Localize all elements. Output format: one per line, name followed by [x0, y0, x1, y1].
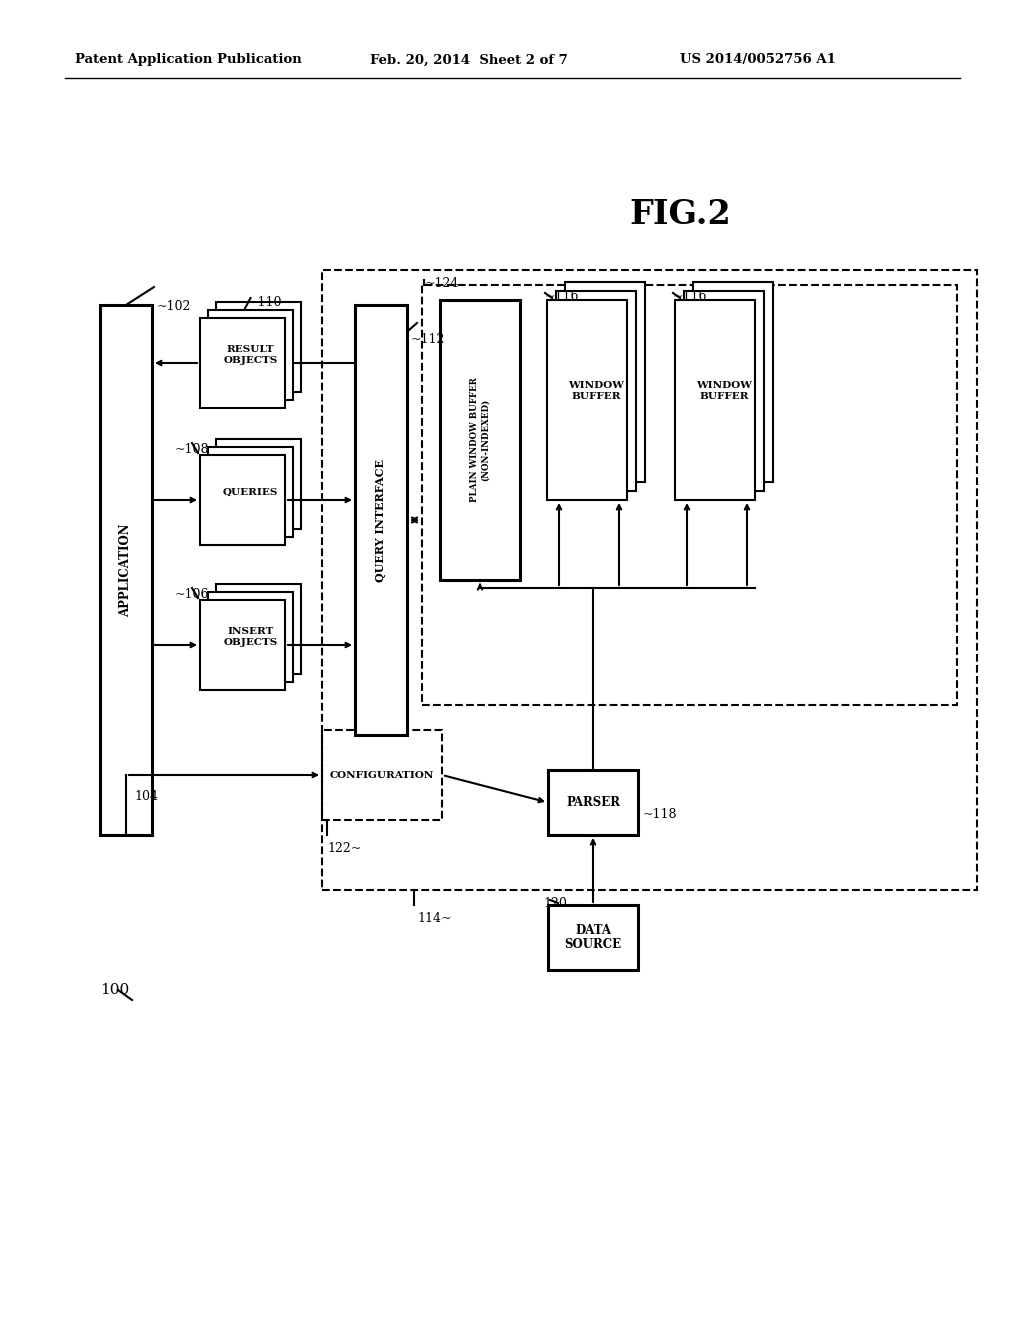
Text: ~124: ~124 — [425, 277, 460, 290]
Text: DATA
SOURCE: DATA SOURCE — [564, 924, 622, 952]
Bar — [684, 290, 764, 491]
Text: WINDOW
BUFFER: WINDOW BUFFER — [568, 381, 624, 401]
Text: 114~: 114~ — [417, 912, 452, 925]
Bar — [693, 282, 773, 482]
Bar — [216, 440, 301, 529]
Bar — [440, 300, 520, 579]
Text: US 2014/0052756 A1: US 2014/0052756 A1 — [680, 54, 836, 66]
Text: FIG.2: FIG.2 — [629, 198, 731, 231]
Text: 100: 100 — [100, 983, 129, 997]
Text: QUERIES: QUERIES — [223, 487, 279, 496]
Text: ~118: ~118 — [643, 808, 678, 821]
Bar — [200, 318, 285, 408]
Text: PLAIN WINDOW BUFFER
(NON-INDEXED): PLAIN WINDOW BUFFER (NON-INDEXED) — [470, 378, 489, 503]
Bar — [216, 583, 301, 675]
Text: ~112: ~112 — [411, 333, 445, 346]
Bar — [208, 310, 293, 400]
Bar — [548, 906, 638, 970]
Text: WINDOW
BUFFER: WINDOW BUFFER — [696, 381, 752, 401]
Text: Feb. 20, 2014  Sheet 2 of 7: Feb. 20, 2014 Sheet 2 of 7 — [370, 54, 567, 66]
Bar — [675, 300, 755, 500]
Text: QUERY INTERFACE: QUERY INTERFACE — [376, 458, 386, 582]
Bar — [200, 601, 285, 690]
Text: 120: 120 — [543, 898, 567, 909]
Text: ~102: ~102 — [157, 300, 191, 313]
Bar — [547, 300, 627, 500]
Bar — [548, 770, 638, 836]
Text: ~116: ~116 — [673, 290, 708, 304]
Bar — [322, 271, 977, 890]
Bar — [216, 302, 301, 392]
Text: ~108: ~108 — [175, 444, 210, 455]
Bar — [100, 305, 152, 836]
Text: INSERT
OBJECTS: INSERT OBJECTS — [223, 627, 278, 647]
Text: CONFIGURATION: CONFIGURATION — [330, 771, 434, 780]
Bar — [565, 282, 645, 482]
Bar — [556, 290, 636, 491]
Text: PARSER: PARSER — [566, 796, 620, 809]
Bar — [322, 730, 442, 820]
Text: Patent Application Publication: Patent Application Publication — [75, 54, 302, 66]
Bar — [208, 591, 293, 682]
Bar — [355, 305, 407, 735]
Bar — [422, 285, 957, 705]
Text: APPLICATION: APPLICATION — [120, 523, 132, 616]
Text: 122~: 122~ — [327, 842, 361, 855]
Text: RESULT
OBJECTS: RESULT OBJECTS — [223, 346, 278, 364]
Bar — [200, 455, 285, 545]
Text: ~106: ~106 — [175, 587, 210, 601]
Text: 104: 104 — [134, 789, 158, 803]
Text: ~110: ~110 — [248, 296, 282, 309]
Bar — [208, 447, 293, 537]
Text: ~116: ~116 — [545, 290, 580, 304]
